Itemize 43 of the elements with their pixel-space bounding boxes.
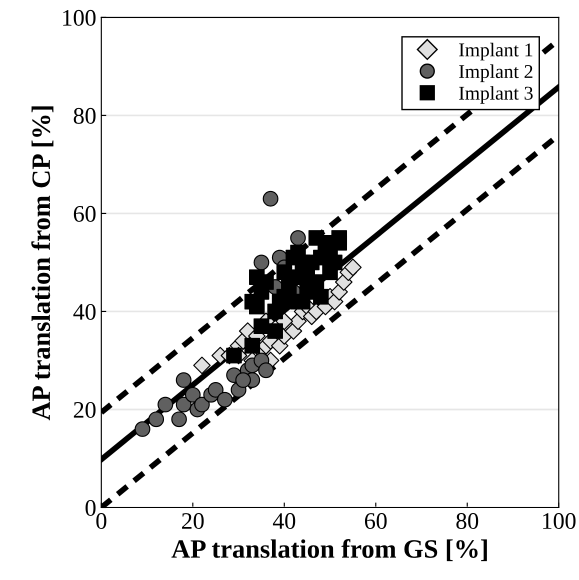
- point: [208, 382, 224, 398]
- point: [235, 372, 251, 388]
- y-tick-label: 40: [73, 304, 96, 320]
- point: [148, 411, 164, 428]
- point: [176, 396, 192, 412]
- point: [290, 230, 306, 246]
- point: [249, 298, 265, 314]
- point: [267, 323, 283, 339]
- point: [134, 421, 150, 437]
- point: [193, 356, 211, 374]
- point: [299, 269, 315, 285]
- point: [258, 362, 274, 378]
- point: [331, 230, 348, 246]
- point: [158, 396, 174, 412]
- point: [326, 254, 342, 270]
- y-tick-label: 0: [86, 500, 96, 516]
- point: [344, 258, 362, 276]
- point: [226, 348, 242, 364]
- legend-label: Implant 1: [459, 42, 532, 60]
- x-tick-label: 40: [272, 513, 296, 529]
- point: [254, 318, 270, 334]
- point: [313, 288, 329, 305]
- point: [254, 254, 270, 270]
- legend-label: Implant 3: [459, 86, 533, 104]
- legend-label: Implant 2: [459, 64, 532, 82]
- x-tick-label: 80: [456, 513, 478, 529]
- x-axis-title: AP translation from GS [%]: [171, 539, 487, 562]
- x-tick-label: 20: [182, 513, 204, 529]
- point: [262, 190, 278, 207]
- point: [194, 396, 210, 412]
- point: [216, 392, 233, 408]
- y-tick-label: 100: [63, 10, 96, 26]
- x-tick-label: 100: [543, 513, 576, 529]
- y-tick-label: 20: [74, 402, 96, 418]
- point: [171, 411, 187, 428]
- x-tick-label: 0: [96, 513, 106, 529]
- point: [176, 372, 192, 388]
- x-tick-label: 60: [364, 513, 387, 529]
- point: [184, 386, 201, 403]
- y-tick-label: 60: [74, 206, 96, 222]
- point: [244, 338, 260, 354]
- y-tick-label: 80: [74, 108, 96, 124]
- y-axis-title: AP translation from CP [%]: [31, 106, 54, 420]
